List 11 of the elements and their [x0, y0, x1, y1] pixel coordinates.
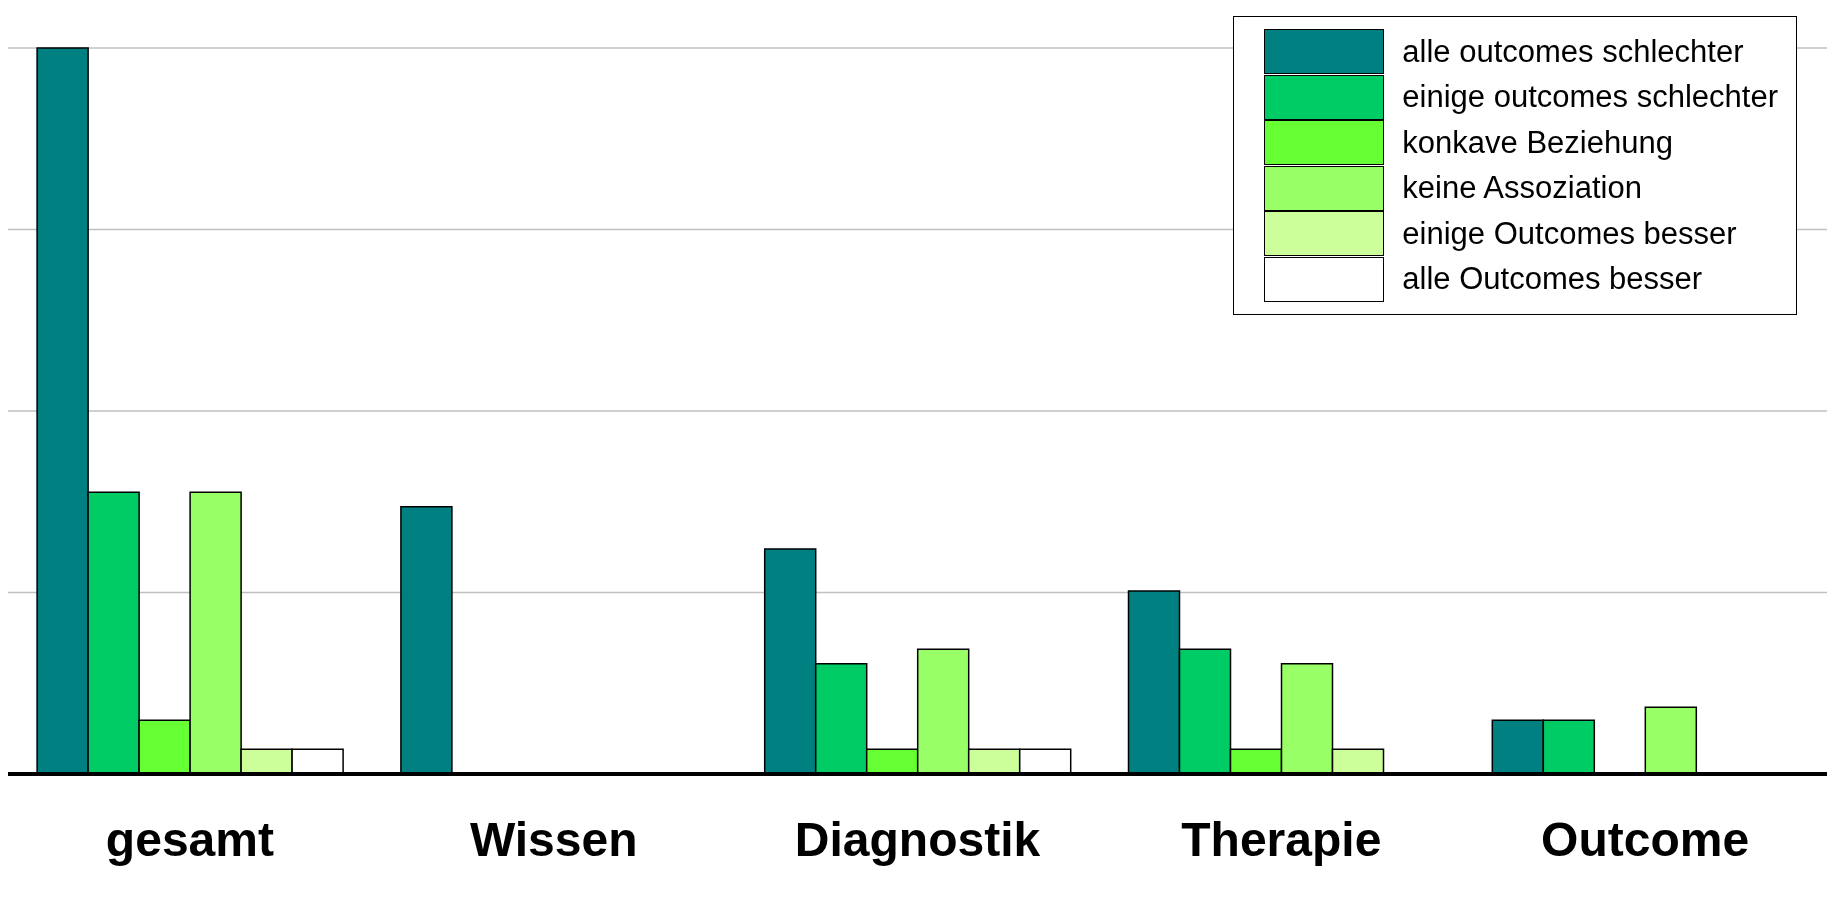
x-tick-label: Outcome: [1541, 813, 1750, 867]
x-tick-label: gesamt: [105, 813, 274, 867]
legend-label: keine Assoziation: [1402, 170, 1642, 207]
x-tick-label: Wissen: [469, 813, 638, 867]
legend-label: alle outcomes schlechter: [1402, 33, 1744, 70]
legend-label: einige outcomes schlechter: [1402, 79, 1778, 116]
legend-label: konkave Beziehung: [1402, 124, 1673, 161]
x-tick-label: Therapie: [1181, 813, 1382, 867]
legend-label: alle Outcomes besser: [1402, 261, 1703, 298]
x-tick-label: Diagnostik: [794, 813, 1041, 867]
legend-label: einige Outcomes besser: [1402, 215, 1737, 252]
